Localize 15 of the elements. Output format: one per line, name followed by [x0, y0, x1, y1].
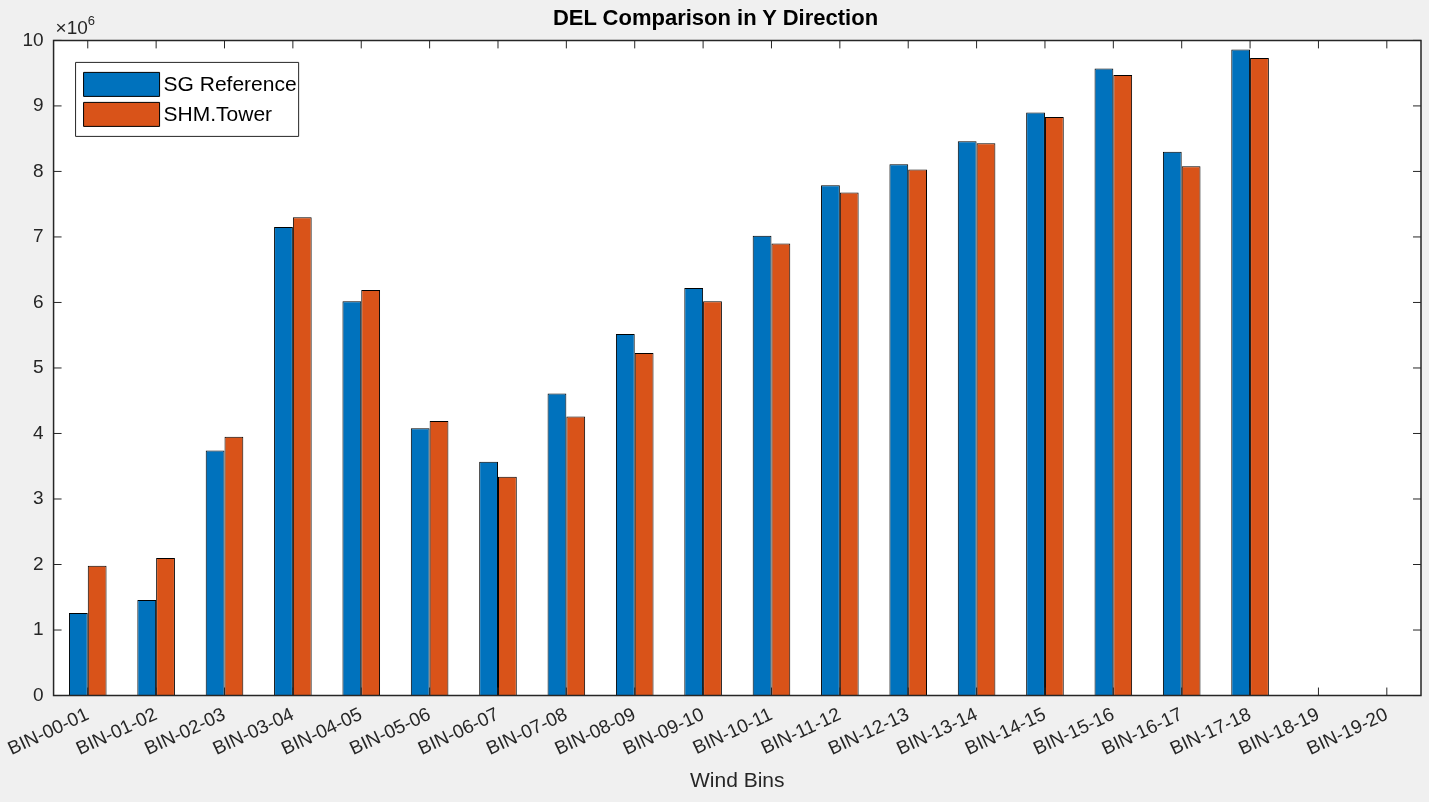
legend-label: SHM.Tower — [163, 102, 273, 126]
y-tick-label: 2 — [33, 552, 44, 574]
y-tick-label: 10 — [22, 28, 44, 50]
y-tick-label: 5 — [33, 356, 44, 378]
y-tick-label: 0 — [33, 683, 44, 705]
y-tick-label: 8 — [33, 159, 44, 181]
y-tick-label: 1 — [33, 618, 44, 640]
x-axis-title: Wind Bins — [690, 768, 785, 792]
legend-label: SG Reference — [163, 72, 297, 96]
y-tick-label: 4 — [33, 421, 44, 443]
y-tick-label: 3 — [33, 487, 44, 509]
chart-title: DEL Comparison in Y Direction — [552, 5, 879, 31]
y-tick-label: 6 — [33, 290, 44, 312]
y-tick-label: 7 — [33, 225, 44, 247]
y-tick-label: 9 — [33, 94, 44, 116]
